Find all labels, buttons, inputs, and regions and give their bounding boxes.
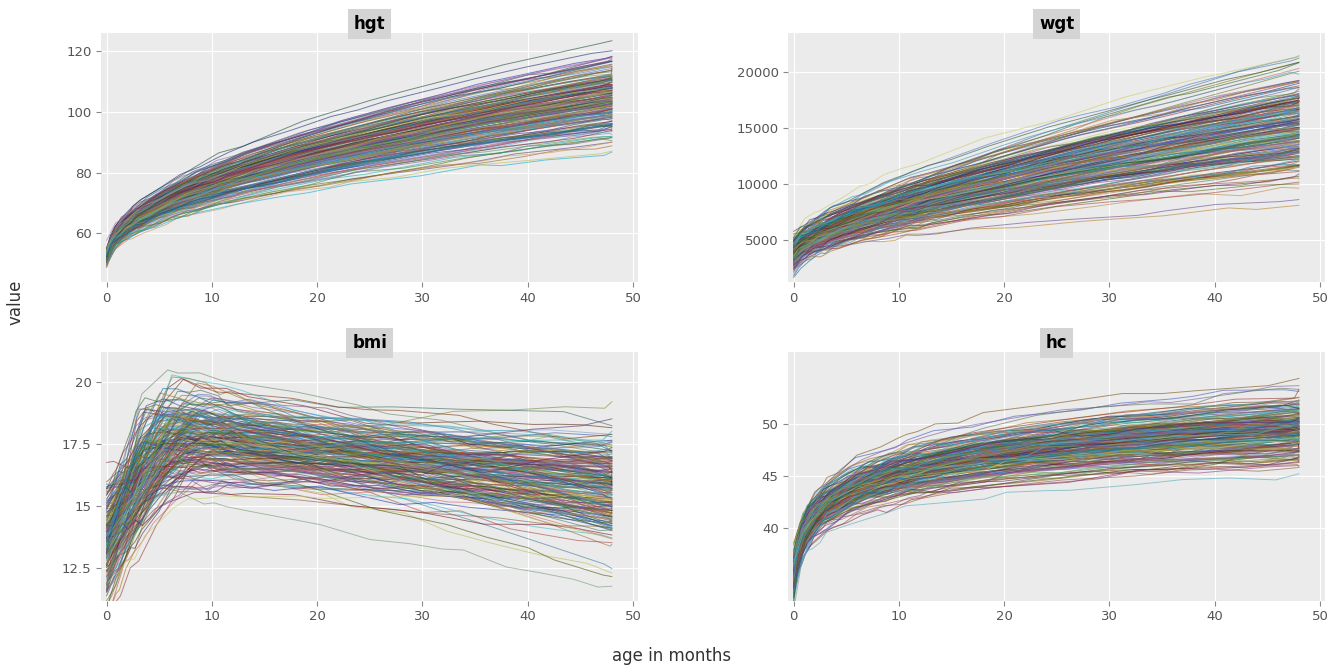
Title: hc: hc <box>1046 334 1067 351</box>
Title: wgt: wgt <box>1039 15 1074 33</box>
Text: value: value <box>7 280 24 325</box>
Title: hgt: hgt <box>353 15 386 33</box>
Title: bmi: bmi <box>352 334 387 351</box>
Text: age in months: age in months <box>613 647 731 665</box>
